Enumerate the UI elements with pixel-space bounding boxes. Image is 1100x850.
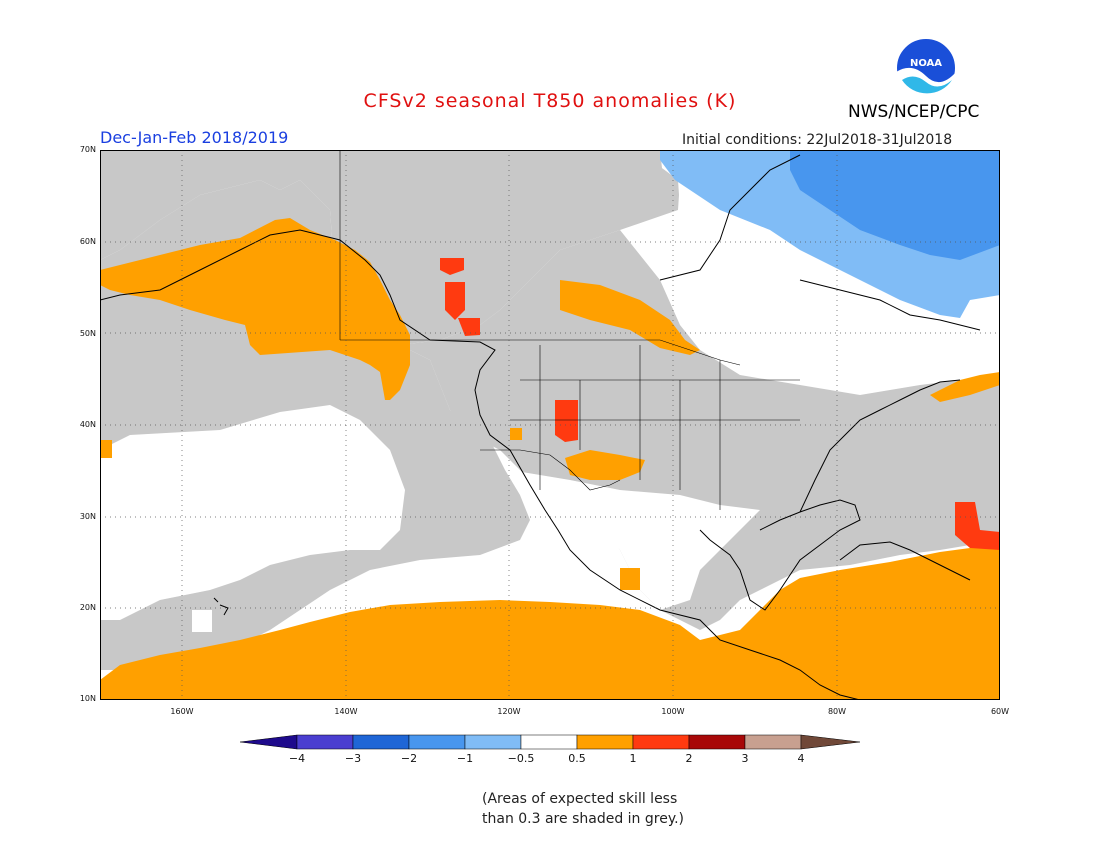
cool-anomalies <box>660 150 1000 318</box>
initial-conditions-label: Initial conditions: 22Jul2018-31Jul2018 <box>682 132 953 148</box>
colorbar-bin <box>352 734 410 750</box>
strong-warm-anomalies <box>440 258 1000 550</box>
colorbar-label: −2 <box>400 752 418 765</box>
colorbar-bin <box>632 734 690 750</box>
map-title: CFSv2 seasonal T850 anomalies (K) <box>363 90 737 112</box>
colorbar-label: −1 <box>456 752 474 765</box>
colorbar-label: 3 <box>741 752 749 765</box>
colorbar-label: 0.5 <box>568 752 586 765</box>
lon-label-160w: 160W <box>170 707 194 716</box>
political-borders <box>339 150 800 510</box>
agency-label: NWS/NCEP/CPC <box>848 102 980 122</box>
colorbar-label: 2 <box>685 752 693 765</box>
colorbar-bin <box>576 734 634 750</box>
lat-lon-grid <box>100 150 1000 700</box>
colorbar-label: 4 <box>797 752 805 765</box>
noaa-logo: NOAA <box>895 37 957 100</box>
lat-label-60n: 60N <box>79 237 96 246</box>
lon-label-80w: 80W <box>827 707 847 716</box>
anomaly-map <box>100 150 1000 700</box>
colorbar-bin <box>744 734 802 750</box>
skill-note-line-1: (Areas of expected skill less <box>482 791 678 807</box>
color-scale-bar <box>240 734 861 750</box>
colorbar-bin <box>520 734 578 750</box>
colorbar-arrow-low <box>240 734 298 750</box>
colorbar-label: 1 <box>629 752 637 765</box>
colorbar-bin <box>688 734 746 750</box>
colorbar-label: −4 <box>288 752 306 765</box>
warm-anomalies <box>100 218 1000 700</box>
lon-label-140w: 140W <box>334 707 358 716</box>
season-label: Dec-Jan-Feb 2018/2019 <box>100 128 289 147</box>
lat-label-30n: 30N <box>79 512 96 521</box>
lat-label-20n: 20N <box>79 603 96 612</box>
colorbar-label: −3 <box>344 752 362 765</box>
skill-note-line-2: than 0.3 are shaded in grey.) <box>482 811 685 827</box>
lat-label-50n: 50N <box>79 329 96 338</box>
colorbar-arrow-high <box>800 734 861 750</box>
colorbar-bin <box>464 734 522 750</box>
lat-label-10n: 10N <box>79 694 96 703</box>
colorbar-label: −0.5 <box>507 752 535 765</box>
lon-label-100w: 100W <box>661 707 685 716</box>
colorbar-bin <box>408 734 466 750</box>
lat-label-40n: 40N <box>79 420 96 429</box>
lat-label-70n: 70N <box>79 145 96 154</box>
lon-label-60w: 60W <box>990 707 1010 716</box>
map-frame <box>100 150 1000 700</box>
colorbar-bin <box>296 734 354 750</box>
lon-label-120w: 120W <box>497 707 521 716</box>
noaa-logo-text: NOAA <box>910 58 942 69</box>
coastlines <box>100 154 981 700</box>
